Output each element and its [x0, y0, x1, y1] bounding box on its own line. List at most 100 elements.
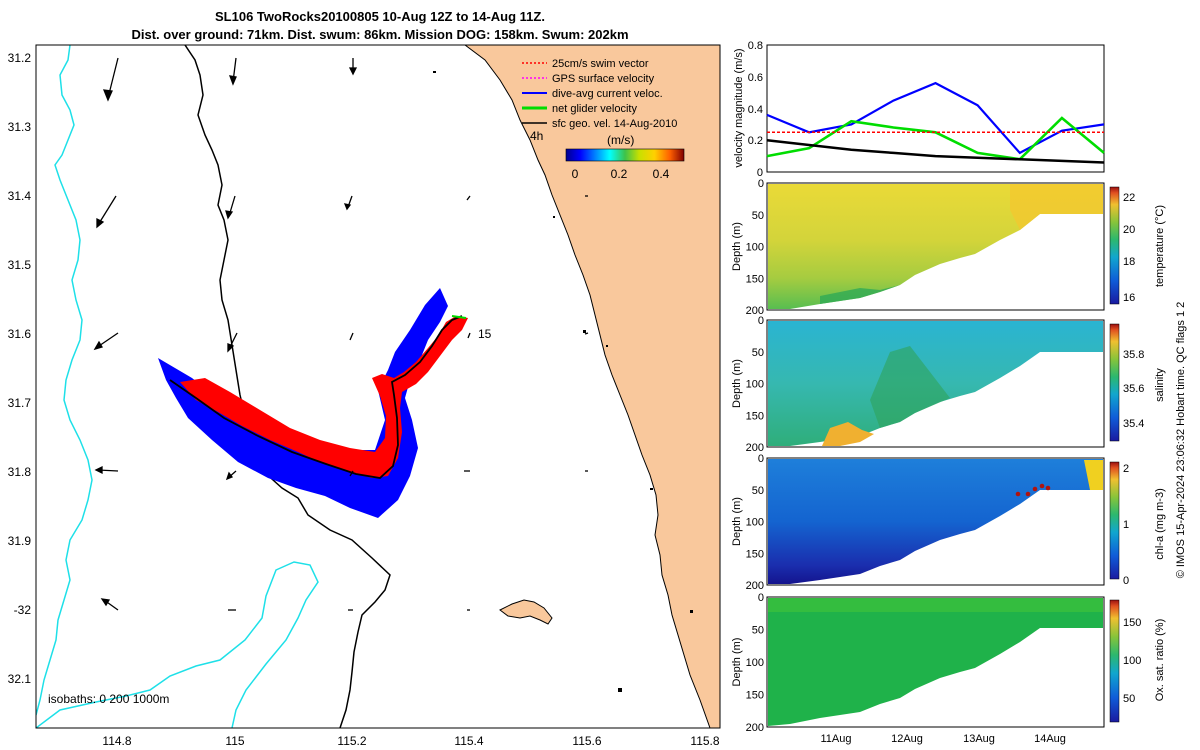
oxygen-clabel: Ox. sat. ratio (%) [1154, 619, 1166, 702]
oxygen-colorbar: 150 100 50 Ox. sat. ratio (%) [1109, 599, 1166, 723]
temperature-colorbar: 22 20 18 16 temperature (°C) [1109, 186, 1166, 305]
y-tick-label: 31.6 [8, 327, 32, 341]
y-tick-label: 31.9 [8, 534, 32, 548]
time-label: 4h [530, 129, 543, 143]
depth-tick-label: 0 [758, 453, 764, 465]
colorbar-tick: 35.8 [1123, 349, 1144, 361]
legend-item: GPS surface velocity [522, 73, 655, 85]
glider-track [169, 315, 463, 479]
depth-axis-label: Depth (m) [731, 497, 743, 546]
colorbar-tick: 150 [1123, 617, 1141, 629]
velocity-y-axis: 0 0.2 0.4 0.6 0.8 [748, 40, 763, 179]
copyright-note: © IMOS 15-Apr-2024 23:06:32 Hobart time.… [1175, 302, 1187, 579]
depth-tick-label: 0 [758, 315, 764, 327]
y-tick-label: 31.7 [8, 396, 32, 410]
colorbar-tick: 0.4 [653, 167, 670, 181]
depth-axis-label: Depth (m) [731, 638, 743, 687]
y-tick-label: 0.6 [748, 72, 763, 84]
land-mass [464, 45, 720, 728]
depth-tick-label: 0 [758, 178, 764, 190]
chla-clabel: chl-a (mg m-3) [1154, 488, 1166, 560]
colorbar-tick: 2 [1123, 463, 1129, 475]
map-panel: 15 [8, 44, 721, 748]
colorbar-tick: 100 [1123, 655, 1141, 667]
colorbar-tick: 0 [1123, 575, 1129, 587]
depth-tick-label: 150 [746, 410, 764, 422]
chla-surface-bloom [1084, 460, 1103, 490]
depth-tick-label: 50 [752, 210, 764, 222]
salinity-colorbar: 35.8 35.6 35.4 salinity [1109, 323, 1166, 442]
depth-tick-label: 50 [752, 625, 764, 637]
islets [433, 71, 693, 692]
x-tick-label: 14Aug [1034, 733, 1066, 745]
temperature-warm-core [1010, 184, 1103, 230]
legend-item: net glider velocity [522, 103, 637, 115]
colorbar-tick: 1 [1123, 519, 1129, 531]
y-tick-label: 31.2 [8, 51, 32, 65]
temperature-section: 22 20 18 16 temperature (°C) [766, 182, 1166, 311]
velocity-series [766, 81, 1105, 164]
legend-item: 25cm/s swim vector [522, 58, 649, 70]
depth-tick-label: 200 [746, 442, 764, 454]
depth-tick-label: 200 [746, 305, 764, 317]
isobath-1000m-loop [36, 561, 319, 728]
temperature-clabel: temperature (°C) [1154, 205, 1166, 287]
colorbar-tick: 18 [1123, 256, 1135, 268]
y-tick-label: 0.8 [748, 40, 763, 52]
depth-axis-label: Depth (m) [731, 359, 743, 408]
x-tick-label: 115.4 [454, 734, 483, 748]
x-tick-label: 115.2 [337, 734, 366, 748]
track-end-label: 15 [478, 327, 492, 341]
velocity-series-line [766, 81, 1105, 155]
legend-item: sfc geo. vel. 14-Aug-2010 [522, 118, 677, 130]
x-tick-label: 12Aug [891, 733, 923, 745]
legend-item: dive-avg current veloc. [522, 88, 663, 100]
y-tick-label: 32.1 [8, 672, 32, 686]
chla-high-points [1015, 483, 1051, 497]
map-x-axis: 114.8 115 115.2 115.4 115.6 115.8 [102, 734, 719, 748]
salinity-section: 35.8 35.6 35.4 salinity [766, 319, 1166, 448]
colorbar-tick: 20 [1123, 224, 1135, 236]
y-tick-label: 0.4 [748, 104, 763, 116]
svg-text:25cm/s swim vector: 25cm/s swim vector [552, 58, 649, 70]
map-title-line2: Dist. over ground: 71km. Dist. swum: 86k… [131, 27, 628, 42]
depth-axes: 0 50 100 150 200 Depth (m) 0 50 100 150 200 Depth (… [731, 178, 764, 734]
swim-vector-band [180, 316, 468, 478]
salinity-clabel: salinity [1154, 368, 1166, 402]
isobath-label: isobaths: 0 200 1000m [48, 692, 169, 706]
y-tick-label: -32 [14, 603, 32, 617]
velocity-ylabel: velocity magnitude (m/s) [733, 48, 745, 167]
depth-tick-label: 100 [746, 242, 764, 254]
island [499, 599, 553, 625]
velocity-panel: 0 0.2 0.4 0.6 0.8 velocity magnitude (m/… [733, 40, 1105, 179]
svg-text:sfc geo. vel. 14-Aug-2010: sfc geo. vel. 14-Aug-2010 [552, 118, 677, 130]
map-title-line1: SL106 TwoRocks20100805 10-Aug 12Z to 14-… [215, 9, 545, 24]
y-tick-label: 31.4 [8, 189, 32, 203]
net-glider-velocity-vector [451, 315, 467, 319]
depth-tick-label: 100 [746, 379, 764, 391]
speed-colorbar [565, 148, 685, 162]
sfc-geo-velocity-arrows [93, 57, 589, 611]
x-tick-label: 115.6 [572, 734, 601, 748]
depth-tick-label: 100 [746, 657, 764, 669]
colorbar-tick: 0 [572, 167, 579, 181]
oxygen-field [768, 598, 1103, 726]
depth-axis-label: Depth (m) [731, 222, 743, 271]
colorbar-tick: 35.4 [1123, 418, 1144, 430]
y-tick-label: 31.5 [8, 258, 32, 272]
depth-tick-label: 200 [746, 722, 764, 734]
depth-tick-label: 150 [746, 548, 764, 560]
y-tick-label: 31.3 [8, 120, 32, 134]
chla-section: 2 1 0 chl-a (mg m-3) [766, 457, 1166, 587]
y-tick-label: 31.8 [8, 465, 32, 479]
svg-text:net glider velocity: net glider velocity [552, 103, 637, 115]
x-tick-label: 11Aug [821, 733, 852, 745]
colorbar-tick: 35.6 [1123, 383, 1144, 395]
section-panels: 22 20 18 16 temperature (°C) 35.8 35.6 3… [731, 178, 1187, 745]
depth-tick-label: 200 [746, 580, 764, 592]
velocity-series-line [766, 139, 1105, 164]
colorbar-tick: 16 [1123, 292, 1135, 304]
salinity-green-plume [870, 346, 950, 428]
oxygen-section: 150 100 50 Ox. sat. ratio (%) [766, 596, 1166, 728]
chla-colorbar: 2 1 0 chl-a (mg m-3) [1109, 461, 1166, 587]
